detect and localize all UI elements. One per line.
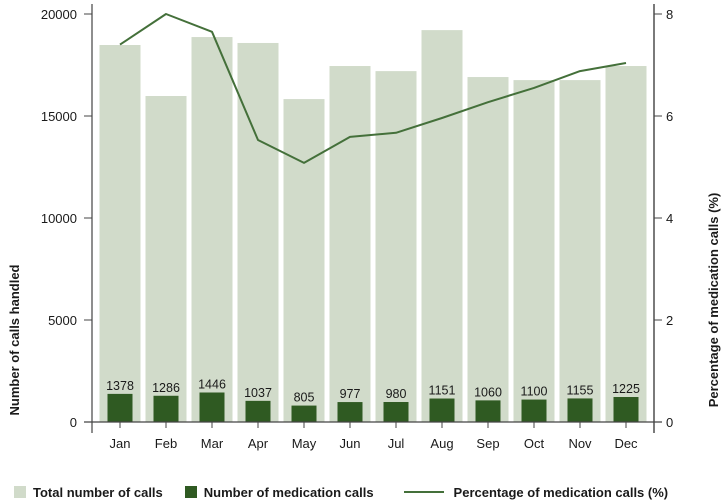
percentage-line [119, 13, 627, 164]
medication-calls-bars [107, 392, 639, 422]
data-label-jun: 977 [340, 387, 361, 401]
x-axis-ticks: Jan Feb Mar Apr May Jun Jul Aug Sep Oct Nov Dec [110, 422, 638, 451]
bar-medication-aug [429, 398, 455, 422]
data-label-oct: 1100 [521, 385, 548, 399]
bar-total-jun [329, 66, 371, 423]
x-tick-label-dec: Dec [614, 436, 638, 451]
legend-item-total: Total number of calls [14, 485, 163, 500]
bar-total-feb [145, 96, 187, 423]
x-tick-label-jun: Jun [340, 436, 361, 451]
data-label-may: 805 [294, 391, 315, 405]
data-label-dec: 1225 [612, 382, 640, 396]
bar-medication-dec [613, 397, 639, 422]
data-label-nov: 1155 [567, 383, 594, 397]
legend-label-total: Total number of calls [33, 484, 163, 500]
bar-medication-may [291, 405, 317, 422]
x-tick-label-feb: Feb [155, 436, 177, 451]
y2-tick-label-2: 2 [666, 313, 673, 328]
medication-calls-labels: 1378 1286 1446 1037 805 977 980 1151 1060 1100 115… [106, 378, 640, 405]
data-label-sep: 1060 [474, 385, 502, 399]
y-axis-title: Number of calls handled [7, 264, 22, 415]
bar-total-aug [421, 30, 463, 423]
y-axis-ticks: 0 5000 10000 15000 20000 [41, 7, 92, 430]
x-tick-label-apr: Apr [248, 436, 269, 451]
y2-axis-title: Percentage of medication calls (%) [706, 193, 721, 408]
bar-total-oct [513, 80, 555, 422]
percentage-line-layer [119, 13, 627, 164]
bar-medication-feb [153, 395, 179, 422]
x-tick-label-may: May [292, 436, 317, 451]
y-tick-label-10000: 10000 [41, 211, 77, 226]
y2-tick-label-4: 4 [666, 211, 673, 226]
y-tick-label-15000: 15000 [41, 109, 77, 124]
legend-swatch-total [14, 486, 26, 498]
bar-medication-oct [521, 399, 547, 422]
x-tick-label-oct: Oct [524, 436, 545, 451]
bar-medication-jul [383, 402, 409, 422]
bar-total-may [283, 99, 325, 423]
x-tick-label-jan: Jan [110, 436, 131, 451]
legend-item-medication: Number of medication calls [184, 484, 374, 500]
bar-total-jul [375, 71, 417, 423]
y2-axis-ticks: 0 2 4 6 8 [654, 7, 673, 430]
y2-tick-label-6: 6 [666, 109, 673, 124]
bar-medication-nov [567, 398, 593, 422]
bar-medication-apr [245, 400, 271, 422]
bar-total-jan [99, 45, 141, 423]
data-label-mar: 1446 [198, 378, 226, 392]
bar-total-dec [605, 66, 647, 423]
y2-tick-label-8: 8 [666, 7, 673, 22]
legend-item-percentage: Percentage of medication calls (%) [396, 484, 669, 500]
data-label-jan: 1378 [106, 379, 134, 393]
x-tick-label-jul: Jul [388, 436, 405, 451]
x-tick-label-sep: Sep [476, 436, 499, 451]
bar-medication-jun [337, 402, 363, 422]
x-tick-label-mar: Mar [201, 436, 224, 451]
legend-line-percentage [403, 491, 444, 493]
data-label-aug: 1151 [429, 384, 456, 398]
bar-total-apr [237, 42, 279, 423]
bar-medication-mar [199, 392, 225, 422]
legend-label-percentage: Percentage of medication calls (%) [453, 484, 669, 500]
x-tick-label-nov: Nov [568, 436, 592, 451]
data-label-apr: 1037 [244, 386, 272, 400]
total-calls-bars [99, 30, 647, 423]
legend: Total number of calls Number of medicati… [14, 483, 690, 501]
y-tick-label-20000: 20000 [41, 7, 77, 22]
x-tick-label-aug: Aug [430, 436, 453, 451]
bar-medication-sep [475, 400, 501, 422]
y2-tick-label-0: 0 [666, 415, 673, 430]
bar-medication-jan [107, 393, 133, 422]
bar-total-nov [559, 80, 601, 422]
bar-total-sep [467, 77, 509, 422]
data-label-jul: 980 [386, 387, 407, 401]
y-tick-label-5000: 5000 [48, 313, 77, 328]
legend-label-medication: Number of medication calls [203, 484, 374, 500]
data-label-feb: 1286 [152, 381, 180, 395]
legend-swatch-medication [184, 486, 197, 498]
bar-total-mar [191, 37, 233, 422]
y-tick-label-0: 0 [70, 415, 77, 430]
